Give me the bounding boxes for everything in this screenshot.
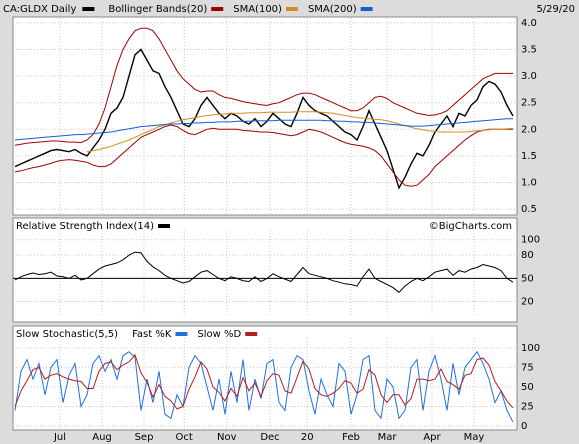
panel-title: CA:GLDX Daily — [3, 4, 76, 15]
x-tick-label: Sep — [135, 432, 154, 443]
y-tick-label: 50 — [521, 382, 534, 393]
series-line — [86, 111, 514, 153]
series-line — [14, 251, 514, 293]
y-tick-label: 1.0 — [521, 178, 537, 189]
y-tick-label: 0.5 — [521, 204, 537, 215]
y-tick-label: 3.5 — [521, 44, 537, 55]
legend-label: SMA(200) — [308, 4, 357, 15]
y-tick-label: 80 — [521, 250, 534, 261]
legend-swatch — [158, 224, 170, 228]
legend-label: Fast %K — [132, 329, 172, 340]
legend-swatch — [245, 332, 258, 336]
x-tick-label: Nov — [217, 432, 237, 443]
y-tick-label: 1.5 — [521, 151, 537, 162]
y-tick-label: 2.0 — [521, 124, 537, 135]
legend-label: Bollinger Bands(20) — [108, 4, 207, 15]
x-tick-label: Mar — [378, 432, 398, 443]
legend-label: Relative Strength Index(14) — [16, 221, 154, 232]
legend-label: Slow %D — [197, 329, 241, 340]
rsi-panel — [12, 217, 518, 323]
series-line — [14, 118, 513, 141]
y-tick-label: 0 — [521, 421, 527, 432]
series-line — [14, 350, 514, 423]
y-tick-label: 3.0 — [521, 71, 537, 82]
y-tick-label: 2.5 — [521, 98, 537, 109]
source: ©BigCharts.com — [429, 221, 512, 232]
legend-swatch — [175, 332, 188, 336]
x-tick-label: Oct — [176, 432, 193, 443]
x-tick-label: Aug — [92, 432, 112, 443]
legend-swatch — [82, 7, 95, 11]
x-tick-label: May — [464, 432, 485, 443]
legend-label: SMA(100) — [233, 4, 282, 15]
series-line — [14, 353, 514, 410]
y-tick-label: 75 — [521, 362, 534, 373]
x-tick-label: Dec — [260, 432, 279, 443]
y-tick-label: 4.0 — [521, 18, 537, 29]
legend-swatch — [360, 7, 373, 11]
legend-swatch — [285, 7, 298, 11]
y-tick-label: 50 — [521, 273, 534, 284]
y-tick-label: 20 — [521, 297, 534, 308]
x-tick-label: 20 — [301, 432, 314, 443]
x-tick-label: Apr — [423, 432, 441, 443]
series-line — [14, 27, 513, 146]
y-tick-label: 100 — [521, 343, 540, 354]
legend-swatch — [211, 7, 224, 11]
x-tick-label: Jul — [53, 432, 66, 443]
chart-date: 5/29/20 — [536, 4, 575, 15]
series-line — [14, 124, 513, 187]
series-line — [14, 48, 514, 190]
panel-title: Slow Stochastic(5,5) — [16, 329, 118, 340]
y-tick-label: 25 — [521, 402, 534, 413]
x-tick-label: Feb — [342, 432, 360, 443]
y-tick-label: 100 — [521, 235, 540, 246]
price-panel — [12, 16, 518, 216]
